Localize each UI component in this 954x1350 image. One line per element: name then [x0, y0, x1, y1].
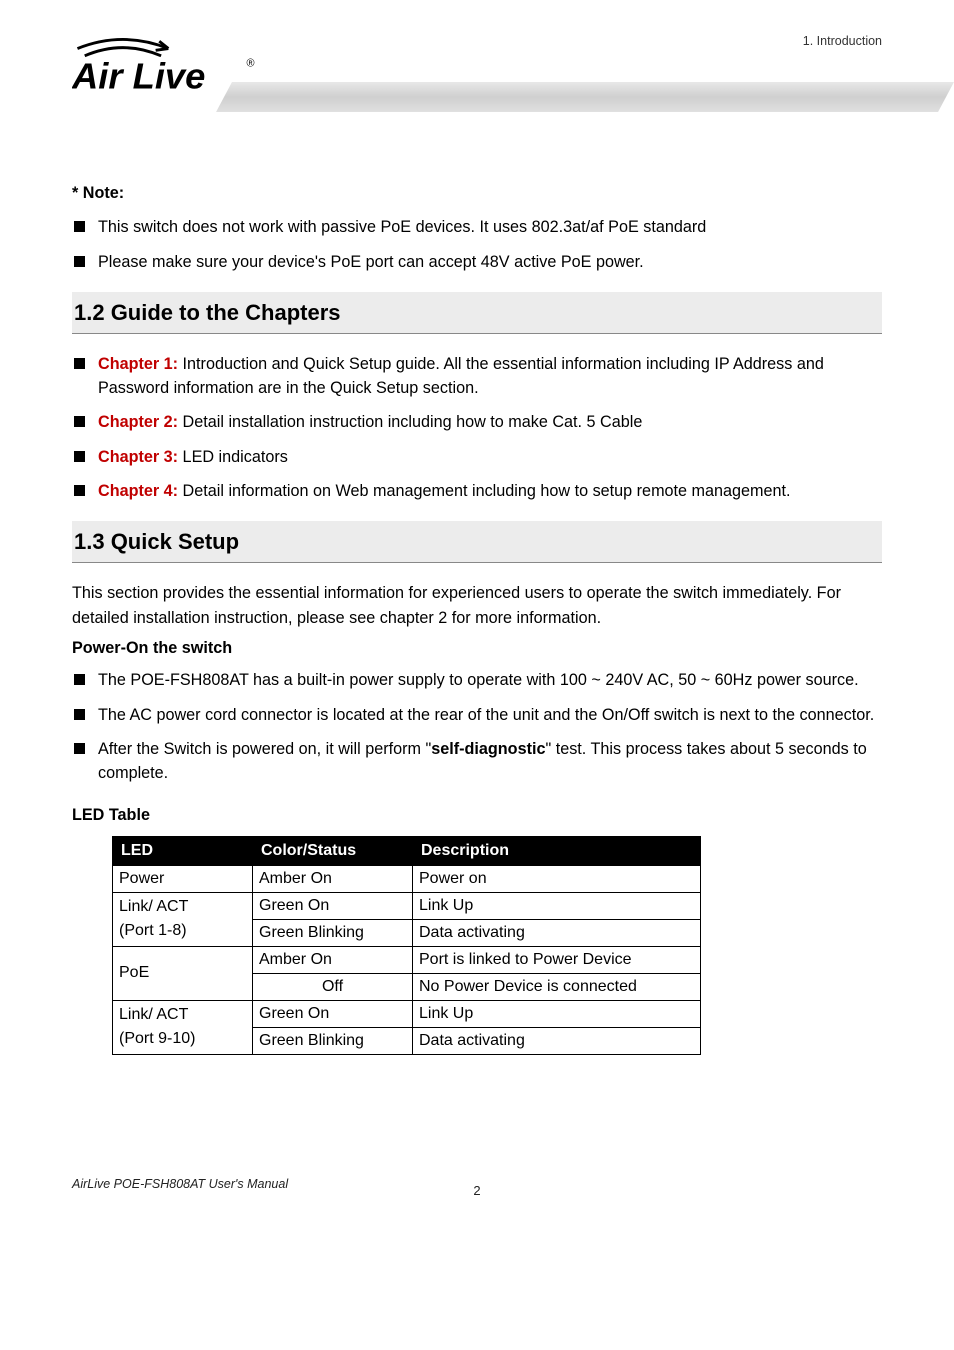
cell: Link/ ACT (Port 1-8): [113, 892, 253, 946]
chapter-text: Detail information on Web management inc…: [178, 482, 790, 500]
cell: Link/ ACT (Port 9-10): [113, 1000, 253, 1054]
cell: Green Blinking: [253, 1027, 413, 1054]
cell: Power: [113, 865, 253, 892]
chapter-text: Introduction and Quick Setup guide. All …: [98, 355, 824, 397]
col-header: Color/Status: [253, 836, 413, 865]
power-list: The POE-FSH808AT has a built-in power su…: [72, 668, 882, 785]
table-row: Link/ ACT(Port 9-10) Green On Link Up: [113, 1000, 701, 1027]
text-part: After the Switch is powered on, it will …: [98, 740, 431, 758]
list-item: This switch does not work with passive P…: [72, 215, 882, 239]
header-divider-bar: [216, 82, 954, 112]
list-item: Chapter 2: Detail installation instructi…: [72, 410, 882, 434]
col-header: LED: [113, 836, 253, 865]
list-item: After the Switch is powered on, it will …: [72, 737, 882, 786]
list-item: The AC power cord connector is located a…: [72, 703, 882, 727]
cell: Link Up: [413, 892, 701, 919]
col-header: Description: [413, 836, 701, 865]
section-title-guide: 1.2 Guide to the Chapters: [72, 292, 882, 334]
note-list: This switch does not work with passive P…: [72, 215, 882, 274]
footer-manual-title: AirLive POE-FSH808AT User's Manual: [72, 1177, 288, 1191]
table-row: Power Amber On Power on: [113, 865, 701, 892]
cell: Green On: [253, 892, 413, 919]
cell: PoE: [113, 946, 253, 1000]
guide-list: Chapter 1: Introduction and Quick Setup …: [72, 352, 882, 503]
chapter-label: Chapter 1:: [98, 355, 178, 373]
list-item: Please make sure your device's PoE port …: [72, 250, 882, 274]
list-item: Chapter 1: Introduction and Quick Setup …: [72, 352, 882, 401]
list-item: Chapter 3: LED indicators: [72, 445, 882, 469]
cell-text: (Port 1-8): [119, 922, 187, 939]
cell-text: Link/ ACT: [119, 898, 188, 915]
quick-intro: This section provides the essential info…: [72, 581, 882, 630]
table-row: PoE Amber On Port is linked to Power Dev…: [113, 946, 701, 973]
self-diagnostic-bold: self-diagnostic: [431, 740, 545, 758]
cell: No Power Device is connected: [413, 973, 701, 1000]
cell: Green Blinking: [253, 919, 413, 946]
power-on-heading: Power-On the switch: [72, 636, 882, 660]
note-label: * Note:: [72, 181, 882, 205]
chapter-label: Chapter 3:: [98, 448, 178, 466]
cell: Port is linked to Power Device: [413, 946, 701, 973]
table-header-row: LED Color/Status Description: [113, 836, 701, 865]
page-number: 2: [473, 1181, 480, 1201]
table-row: Link/ ACT(Port 1-8) Green On Link Up: [113, 892, 701, 919]
chapter-text: LED indicators: [178, 448, 288, 466]
cell: Data activating: [413, 1027, 701, 1054]
section-title-quick: 1.3 Quick Setup: [72, 521, 882, 563]
led-table-heading: LED Table: [72, 803, 882, 827]
list-item: The POE-FSH808AT has a built-in power su…: [72, 668, 882, 692]
chapter-label: Chapter 2:: [98, 413, 178, 431]
cell: Link Up: [413, 1000, 701, 1027]
cell-text: (Port 9-10): [119, 1030, 195, 1047]
chapter-text: Detail installation instruction includin…: [178, 413, 642, 431]
svg-text:®: ®: [247, 58, 255, 70]
cell-text: Link/ ACT: [119, 1006, 188, 1023]
cell: Amber On: [253, 946, 413, 973]
cell: Power on: [413, 865, 701, 892]
cell: Amber On: [253, 865, 413, 892]
cell: Off: [253, 973, 413, 1000]
cell: Data activating: [413, 919, 701, 946]
list-item: Chapter 4: Detail information on Web man…: [72, 479, 882, 503]
chapter-label: Chapter 4:: [98, 482, 178, 500]
breadcrumb: 1. Introduction: [803, 28, 882, 48]
cell: Green On: [253, 1000, 413, 1027]
svg-text:Air Live: Air Live: [72, 56, 205, 97]
led-table: LED Color/Status Description Power Amber…: [112, 836, 701, 1055]
